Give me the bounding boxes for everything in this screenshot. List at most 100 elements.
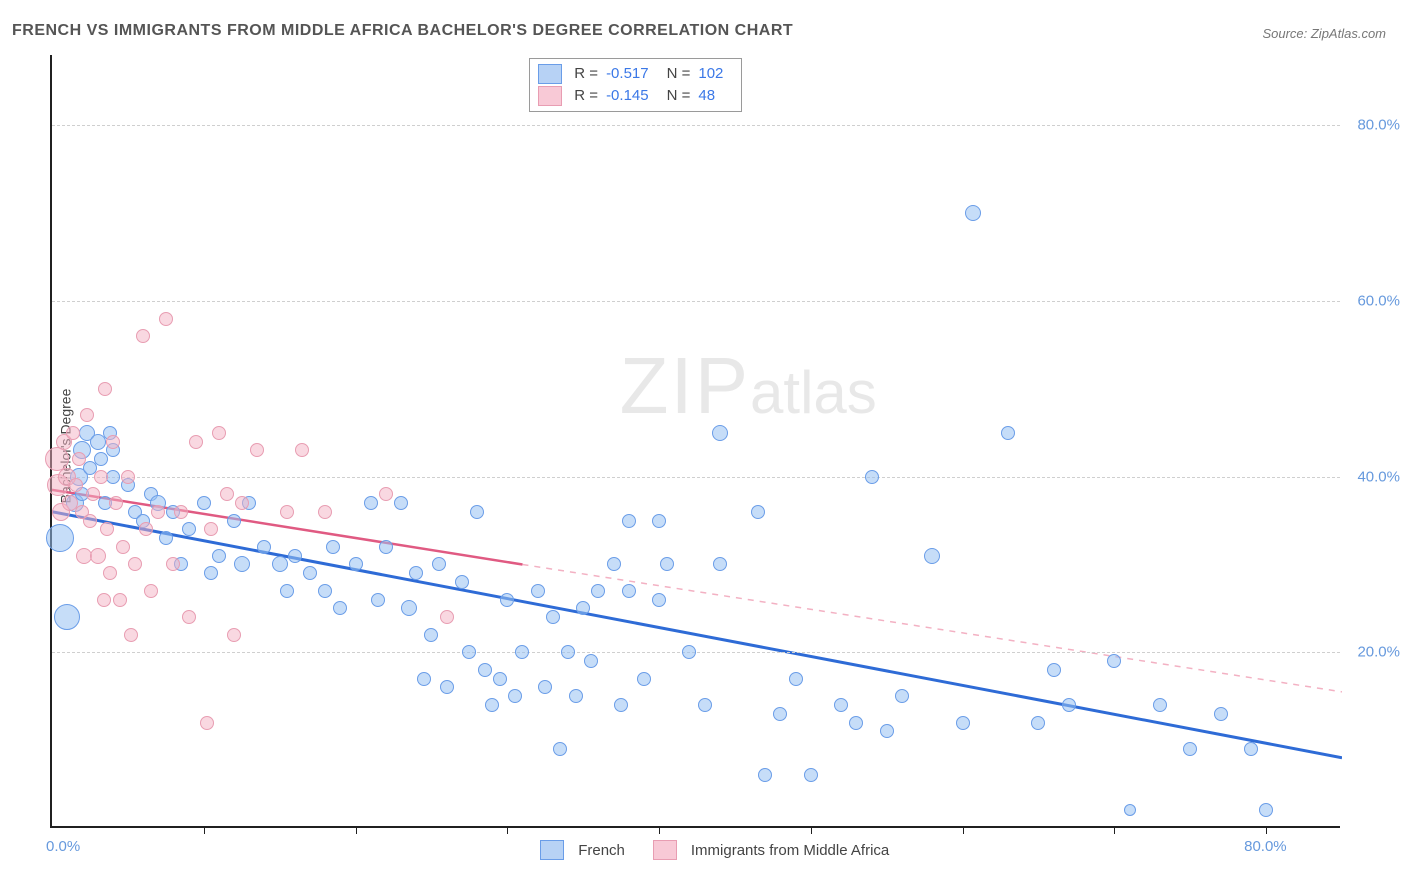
data-point xyxy=(189,435,203,449)
x-tick xyxy=(356,826,357,834)
data-point xyxy=(109,496,123,510)
stat-n-value: 48 xyxy=(698,85,715,107)
data-point xyxy=(1153,698,1167,712)
data-point xyxy=(94,470,108,484)
legend-swatch xyxy=(540,840,564,860)
data-point xyxy=(1047,663,1061,677)
data-point xyxy=(849,716,863,730)
y-tick-label: 60.0% xyxy=(1357,292,1400,309)
data-point xyxy=(751,505,765,519)
data-point xyxy=(124,628,138,642)
data-point xyxy=(257,540,271,554)
data-point xyxy=(965,205,981,221)
x-tick xyxy=(963,826,964,834)
chart-title: FRENCH VS IMMIGRANTS FROM MIDDLE AFRICA … xyxy=(12,22,793,40)
data-point xyxy=(622,514,636,528)
data-point xyxy=(159,312,173,326)
legend-label: French xyxy=(578,842,625,859)
x-tick xyxy=(204,826,205,834)
data-point xyxy=(834,698,848,712)
data-point xyxy=(1183,742,1197,756)
data-point xyxy=(1244,742,1258,756)
stat-n-label: N = xyxy=(667,63,691,85)
data-point xyxy=(54,604,80,630)
legend-swatch xyxy=(538,86,562,106)
data-point xyxy=(200,716,214,730)
data-point xyxy=(166,557,180,571)
data-point xyxy=(607,557,621,571)
data-point xyxy=(234,556,250,572)
data-point xyxy=(280,505,294,519)
data-point xyxy=(220,487,234,501)
data-point xyxy=(379,540,393,554)
data-point xyxy=(90,548,106,564)
data-point xyxy=(1124,804,1136,816)
stat-n-label: N = xyxy=(667,85,691,107)
data-point xyxy=(462,645,476,659)
data-point xyxy=(553,742,567,756)
data-point xyxy=(106,435,120,449)
source-label: Source: ZipAtlas.com xyxy=(1262,26,1386,41)
stat-r-label: R = xyxy=(574,63,598,85)
data-point xyxy=(303,566,317,580)
data-point xyxy=(546,610,560,624)
data-point xyxy=(660,557,674,571)
legend-swatch xyxy=(538,64,562,84)
data-point xyxy=(508,689,522,703)
legend-stats-row: R =-0.145N =48 xyxy=(538,85,733,107)
data-point xyxy=(773,707,787,721)
x-tick xyxy=(1114,826,1115,834)
data-point xyxy=(333,601,347,615)
data-point xyxy=(94,452,108,466)
data-point xyxy=(113,593,127,607)
data-point xyxy=(204,522,218,536)
data-point xyxy=(318,505,332,519)
x-axis-end-label: 80.0% xyxy=(1244,838,1287,855)
legend-swatch xyxy=(653,840,677,860)
data-point xyxy=(227,628,241,642)
data-point xyxy=(295,443,309,457)
data-point xyxy=(455,575,469,589)
data-point xyxy=(326,540,340,554)
scatter-plot-area: ZIPatlas R =-0.517N =102R =-0.145N =48 2… xyxy=(50,55,1340,828)
data-point xyxy=(349,557,363,571)
data-point xyxy=(591,584,605,598)
data-point xyxy=(956,716,970,730)
data-point xyxy=(515,645,529,659)
data-point xyxy=(865,470,879,484)
data-point xyxy=(72,452,86,466)
data-point xyxy=(924,548,940,564)
legend-label: Immigrants from Middle Africa xyxy=(691,842,889,859)
watermark: ZIPatlas xyxy=(620,340,877,432)
x-tick xyxy=(507,826,508,834)
data-point xyxy=(1001,426,1015,440)
legend-stats-box: R =-0.517N =102R =-0.145N =48 xyxy=(529,58,742,112)
data-point xyxy=(139,522,153,536)
y-tick-label: 80.0% xyxy=(1357,117,1400,134)
data-point xyxy=(86,487,100,501)
data-point xyxy=(80,408,94,422)
data-point xyxy=(371,593,385,607)
data-point xyxy=(1107,654,1121,668)
data-point xyxy=(895,689,909,703)
data-point xyxy=(500,593,514,607)
watermark-atlas: atlas xyxy=(750,359,877,426)
data-point xyxy=(128,557,142,571)
data-point xyxy=(235,496,249,510)
data-point xyxy=(485,698,499,712)
data-point xyxy=(83,514,97,528)
data-point xyxy=(204,566,218,580)
stat-r-value: -0.517 xyxy=(606,63,649,85)
data-point xyxy=(379,487,393,501)
data-point xyxy=(159,531,173,545)
data-point xyxy=(789,672,803,686)
data-point xyxy=(151,505,165,519)
data-point xyxy=(531,584,545,598)
data-point xyxy=(182,522,196,536)
data-point xyxy=(1062,698,1076,712)
data-point xyxy=(1031,716,1045,730)
y-tick-label: 20.0% xyxy=(1357,644,1400,661)
data-point xyxy=(478,663,492,677)
data-point xyxy=(622,584,636,598)
data-point xyxy=(652,593,666,607)
